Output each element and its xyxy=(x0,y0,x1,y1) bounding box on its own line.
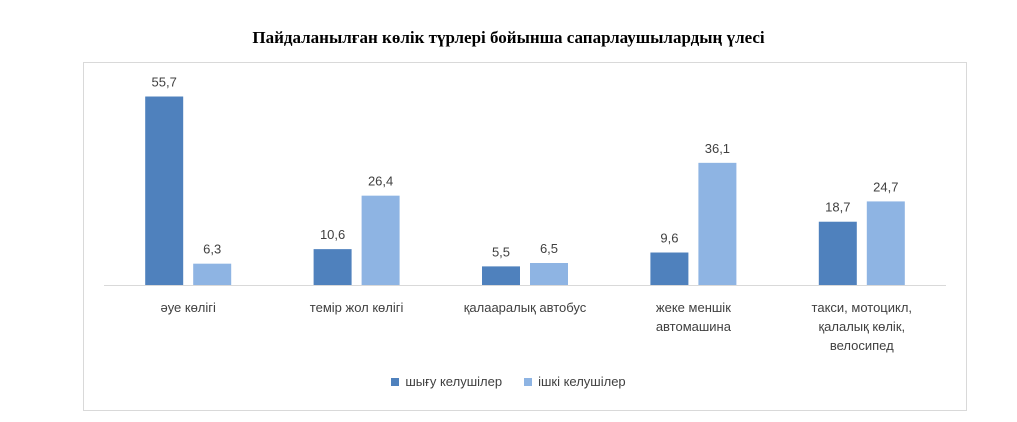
bar-series-1-cat-4 xyxy=(650,252,689,285)
bar-series-1-cat-2 xyxy=(313,249,352,285)
bar-series-2-cat-4 xyxy=(698,162,737,285)
category-label-2: темір жол көлігі xyxy=(310,300,404,315)
category-label-4: автомашина xyxy=(656,319,732,334)
legend-swatch-series-1 xyxy=(391,377,400,386)
chart-area-border xyxy=(83,62,967,411)
data-label-series-2-cat-2: 26,4 xyxy=(368,174,393,189)
data-label-series-1-cat-5: 18,7 xyxy=(825,200,850,215)
chart-title: Пайдаланылған көлік түрлері бойынша сапа… xyxy=(252,28,765,47)
legend-swatch-series-2 xyxy=(524,377,533,386)
legend: шығу келушілер ішкі келушілер xyxy=(0,374,1017,389)
legend-item-series-1: шығу келушілер xyxy=(391,374,502,389)
category-label-5: қалалық көлік, xyxy=(818,319,905,334)
bar-series-1-cat-5 xyxy=(818,221,857,285)
bar-series-1-cat-3 xyxy=(482,266,520,285)
bar-series-2-cat-5 xyxy=(866,201,905,285)
data-label-series-2-cat-1: 6,3 xyxy=(203,242,221,257)
legend-label-series-1: шығу келушілер xyxy=(405,374,503,389)
data-label-series-1-cat-4: 9,6 xyxy=(660,231,678,246)
category-label-5: такси, мотоцикл, xyxy=(812,300,913,315)
data-label-series-1-cat-1: 55,7 xyxy=(152,75,177,90)
legend-item-series-2: ішкі келушілер xyxy=(524,374,626,389)
data-label-series-1-cat-2: 10,6 xyxy=(320,227,345,242)
bar-series-2-cat-1 xyxy=(193,263,232,285)
data-label-series-2-cat-5: 24,7 xyxy=(873,179,898,194)
bar-series-2-cat-3 xyxy=(530,263,568,285)
category-label-5: велосипед xyxy=(830,338,894,353)
category-label-3: қалааралық автобус xyxy=(464,300,587,315)
legend-label-series-2: ішкі келушілер xyxy=(538,374,626,389)
data-label-series-2-cat-4: 36,1 xyxy=(705,141,730,156)
data-label-series-1-cat-3: 5,5 xyxy=(492,244,510,259)
bar-series-1-cat-1 xyxy=(145,96,184,285)
category-label-1: әуе көлігі xyxy=(160,300,216,315)
category-label-4: жеке меншік xyxy=(656,300,731,315)
bar-series-2-cat-2 xyxy=(361,195,400,285)
data-label-series-2-cat-3: 6,5 xyxy=(540,241,558,256)
